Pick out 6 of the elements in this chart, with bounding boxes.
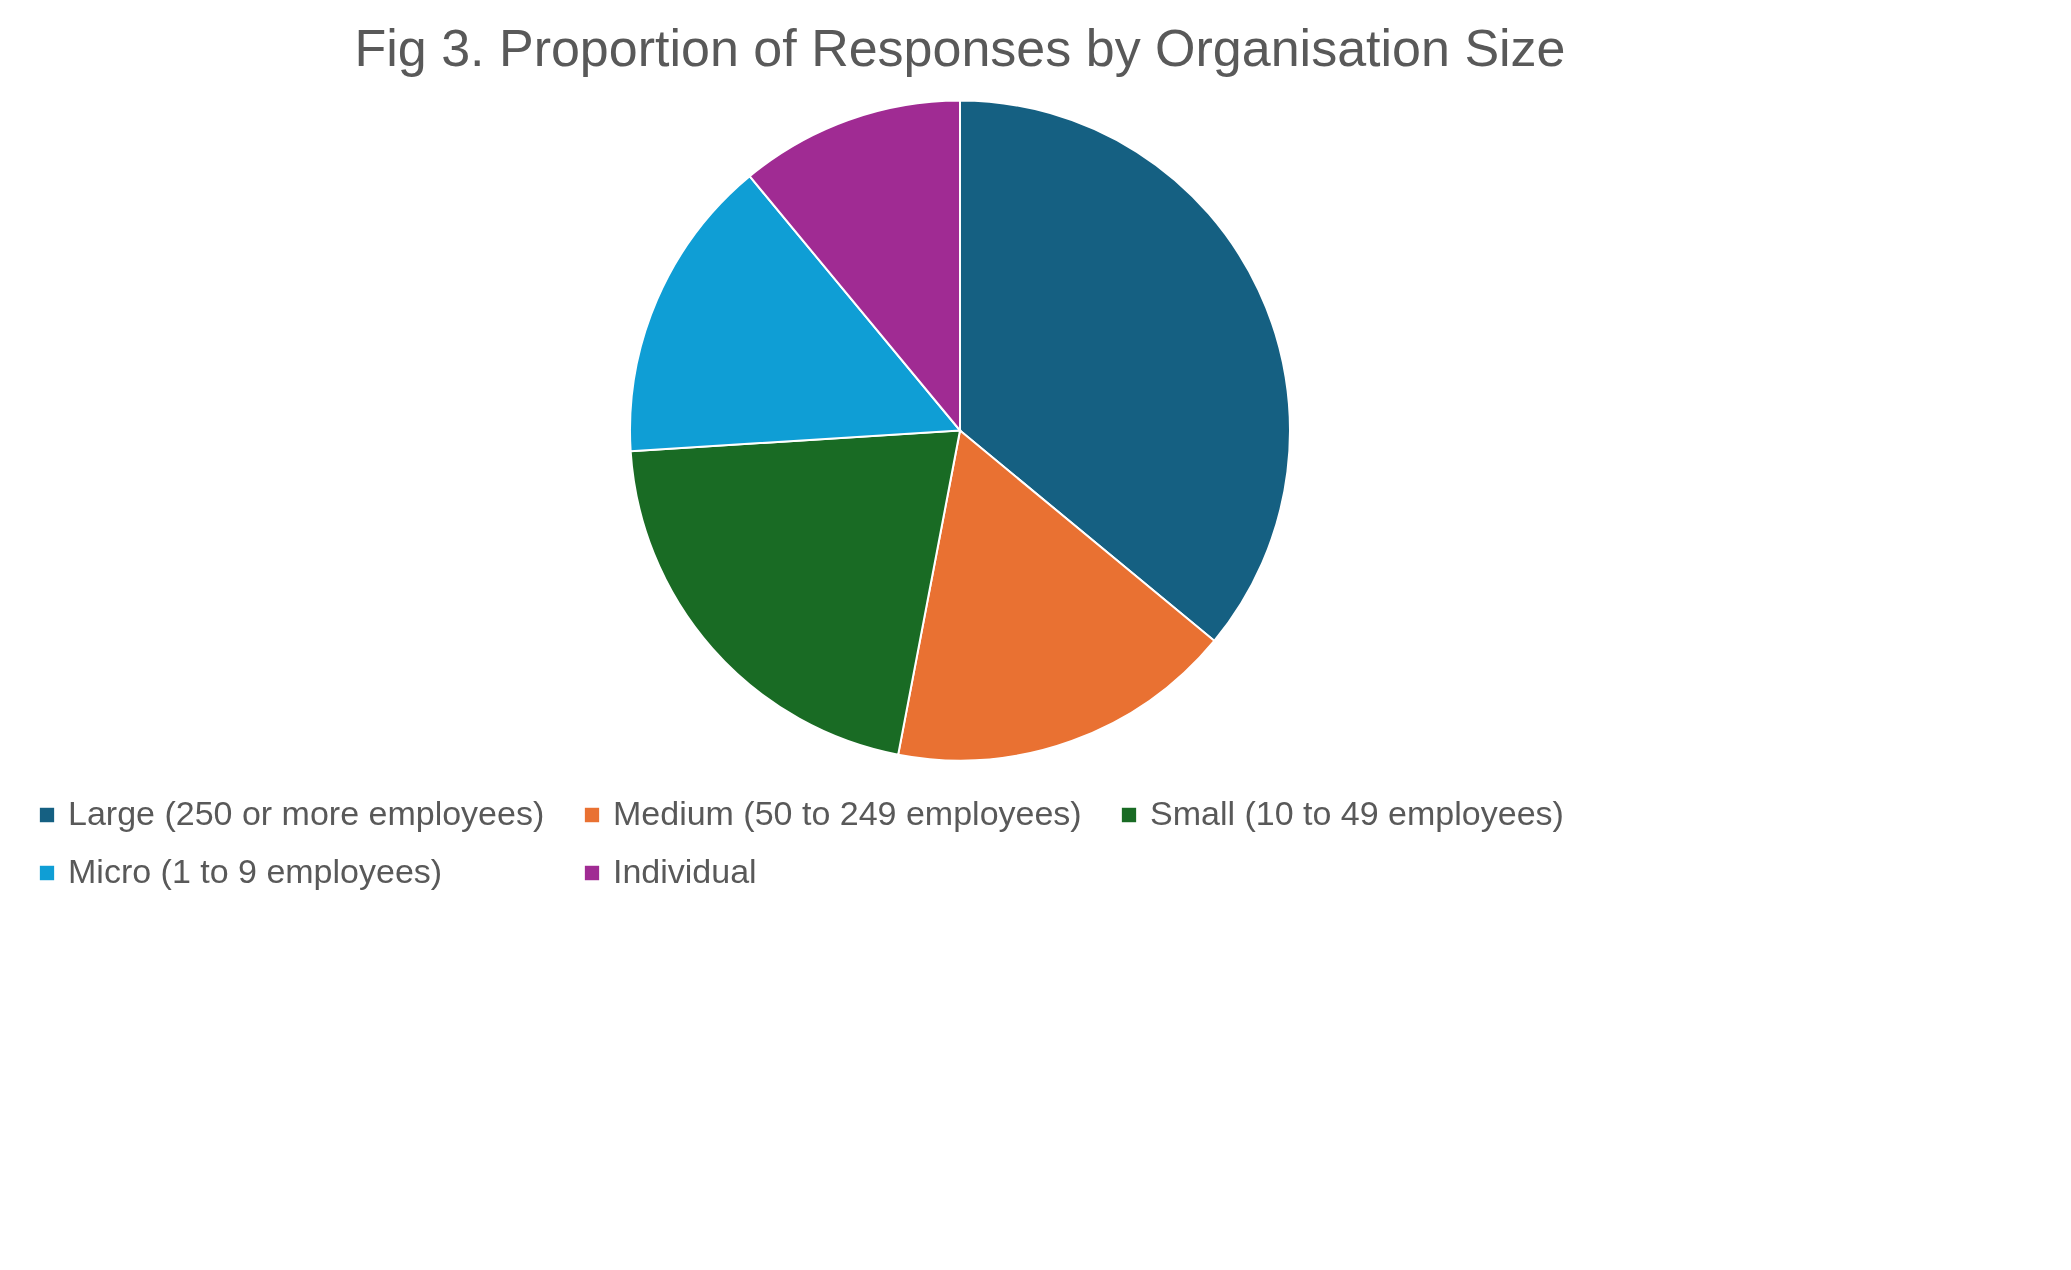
chart-title: Fig 3. Proportion of Responses by Organisation Size	[354, 18, 1566, 77]
legend-label: Medium (50 to 249 employees)	[613, 794, 1082, 832]
legend-label: Small (10 to 49 employees)	[1150, 794, 1564, 832]
legend-label: Large (250 or more employees)	[68, 794, 545, 832]
legend-label: Individual	[613, 852, 757, 890]
legend-label: Micro (1 to 9 employees)	[68, 852, 443, 890]
